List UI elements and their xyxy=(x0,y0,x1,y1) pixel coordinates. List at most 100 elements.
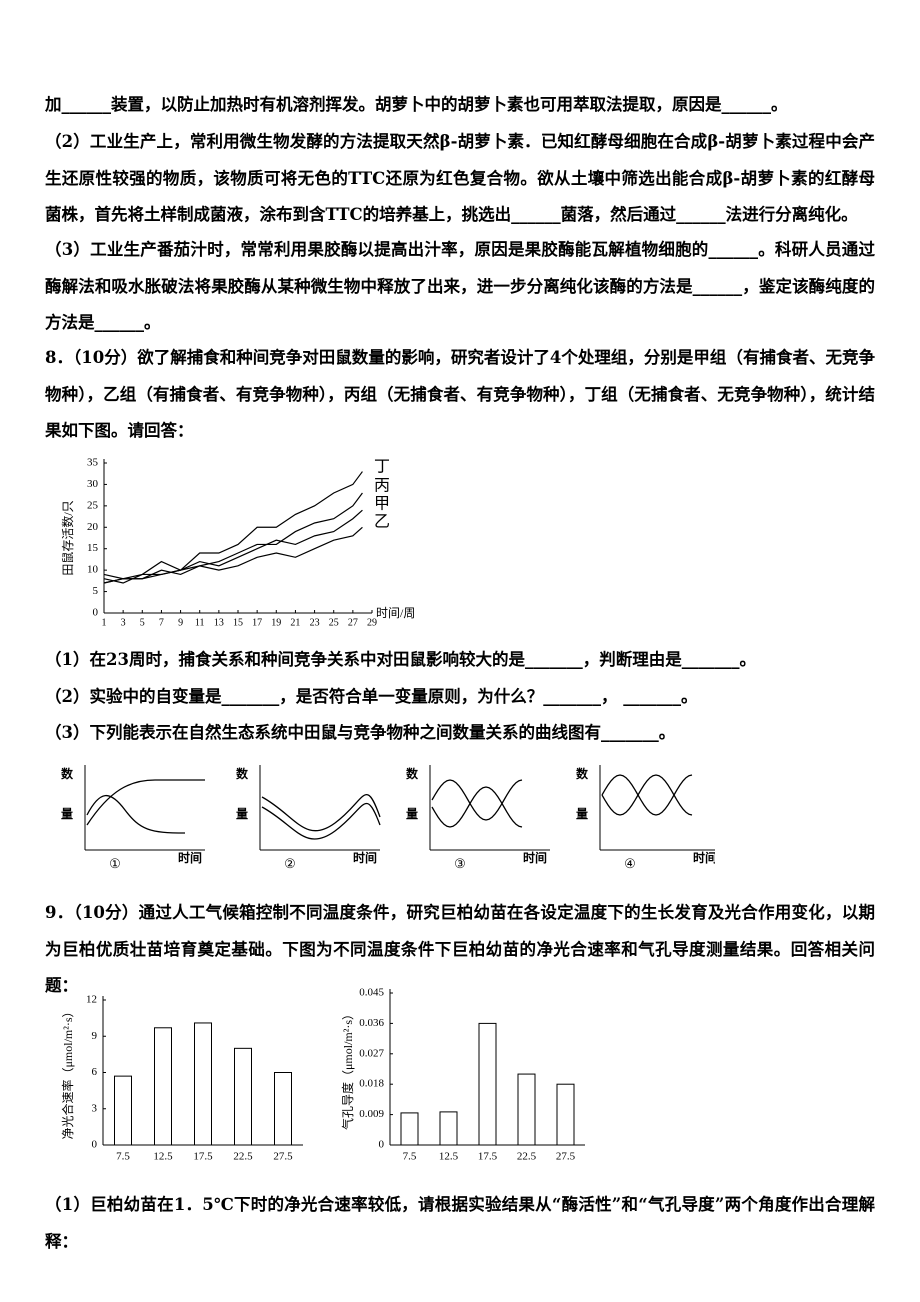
x-tick-label: 22.5 xyxy=(233,1151,253,1163)
bar xyxy=(517,1073,536,1146)
paragraph: 8．（10分）欲了解捕食和种间竞争对田鼠数量的影响，研究者设计了4个处理组，分别… xyxy=(45,348,875,440)
bar xyxy=(400,1112,419,1146)
x-tick-label: 25 xyxy=(329,617,339,628)
paragraph: 加______装置，以防止加热时有机溶剂挥发。胡萝卜中的胡萝卜素也可用萃取法提取… xyxy=(45,95,788,114)
bar xyxy=(234,1047,252,1146)
paragraph: （3）工业生产番茄汁时，常常利用果胶酶以提高出汁率，原因是果胶酶能瓦解植物细胞的… xyxy=(45,240,875,332)
x-tick-label: 13 xyxy=(214,617,224,628)
paragraph: （2）实验中的自变量是_______，是否符合单一变量原则，为什么？______… xyxy=(45,687,698,706)
y-tick-label: 20 xyxy=(87,521,99,533)
series-label: 甲 xyxy=(374,496,390,513)
bar-chart: 0 3 6 9 12 净光合速率（μmol/m²·s） 7.5 12.5 17.5 22.5 27.… xyxy=(60,994,303,1163)
x-tick-label: 27.5 xyxy=(273,1151,293,1163)
x-tick-label: 15 xyxy=(233,617,243,628)
caption: ① xyxy=(109,856,121,871)
x-tick-label: 12.5 xyxy=(153,1151,173,1163)
bar xyxy=(478,1022,497,1146)
axis-label: 数 xyxy=(236,766,249,781)
y-tick-label: 3 xyxy=(92,1102,98,1114)
y-tick-label: 0.045 xyxy=(359,987,384,999)
x-tick-label: 1 xyxy=(102,617,107,628)
axis-label: 时间 xyxy=(353,850,377,865)
y-tick-label: 0 xyxy=(93,607,99,619)
y-tick-label: 0.027 xyxy=(359,1047,384,1059)
bar xyxy=(556,1083,575,1146)
y-tick-label: 10 xyxy=(87,564,99,576)
y-tick-label: 0 xyxy=(92,1139,98,1151)
caption: ③ xyxy=(454,856,466,871)
y-tick-label: 0.018 xyxy=(359,1078,384,1090)
curve xyxy=(431,786,523,828)
bar xyxy=(154,1027,172,1146)
axis-label: 数 xyxy=(576,766,589,781)
bar-chart: 0 0.009 0.018 0.027 0.036 0.045 气孔导度（μmol/m²·s… xyxy=(340,987,585,1163)
bar xyxy=(114,1075,132,1146)
bar xyxy=(274,1072,292,1146)
curve xyxy=(86,779,205,826)
y-tick-label: 30 xyxy=(87,478,99,490)
x-tick-label: 17.5 xyxy=(478,1151,498,1163)
curve xyxy=(601,774,693,816)
line-series xyxy=(103,526,363,580)
line-series xyxy=(103,492,363,584)
x-tick-label: 29 xyxy=(367,617,377,628)
line-series xyxy=(103,471,363,584)
y-tick-label: 5 xyxy=(93,585,99,597)
axis-label: 数 xyxy=(406,766,419,781)
axis-label: 量 xyxy=(61,807,73,821)
paragraph: （1）巨柏幼苗在1．5℃下时的净光合速率较低，请根据实验结果从“酶活性”和“气孔… xyxy=(45,1195,875,1251)
paragraph: （3）下列能表示在自然生态系统中田鼠与竞争物种之间数量关系的曲线图有______… xyxy=(45,723,676,742)
x-tick-label: 17.5 xyxy=(193,1151,213,1163)
series-label: 丁 xyxy=(374,459,390,476)
bar xyxy=(194,1022,212,1146)
y-tick-label: 35 xyxy=(87,457,99,469)
x-tick-label: 3 xyxy=(121,617,126,628)
x-axis-label: 时间/周 xyxy=(376,606,415,620)
curve xyxy=(431,779,523,821)
y-axis-label: 气孔导度（μmol/m²·s） xyxy=(340,1008,355,1130)
axis-label: 量 xyxy=(236,807,248,821)
x-tick-label: 5 xyxy=(140,617,145,628)
axis-label: 量 xyxy=(576,807,588,821)
curve xyxy=(261,802,381,840)
axis-label: 时间 xyxy=(523,850,547,865)
x-tick-label: 12.5 xyxy=(439,1151,459,1163)
x-tick-label: 21 xyxy=(290,617,300,628)
x-tick-label: 17 xyxy=(252,617,262,628)
y-tick-label: 25 xyxy=(87,499,99,511)
x-tick-label: 22.5 xyxy=(517,1151,537,1163)
curve xyxy=(261,794,381,832)
series-label: 乙 xyxy=(374,514,390,531)
axis-label: 数 xyxy=(61,766,74,781)
x-tick-label: 7.5 xyxy=(116,1151,130,1163)
x-tick-label: 7.5 xyxy=(403,1151,417,1163)
y-axis-label: 田鼠存活数/只 xyxy=(60,500,75,575)
y-tick-label: 0 xyxy=(379,1139,385,1151)
bar xyxy=(439,1111,458,1146)
x-tick-label: 27.5 xyxy=(556,1151,576,1163)
curve xyxy=(601,774,693,816)
line-series xyxy=(103,509,363,584)
axis-label: 时间 xyxy=(693,850,715,865)
paragraph: （2）工业生产上，常利用微生物发酵的方法提取天然β-胡萝卜素．已知红酵母细胞在合… xyxy=(45,132,875,224)
y-tick-label: 12 xyxy=(86,994,97,1006)
axis-label: 量 xyxy=(406,807,418,821)
x-tick-label: 23 xyxy=(310,617,320,628)
x-tick-label: 27 xyxy=(348,617,358,628)
y-tick-label: 0.036 xyxy=(359,1017,384,1029)
x-tick-label: 19 xyxy=(271,617,281,628)
y-tick-label: 15 xyxy=(87,542,99,554)
curve xyxy=(86,794,186,834)
y-axis-label: 净光合速率（μmol/m²·s） xyxy=(60,1005,75,1139)
y-tick-label: 9 xyxy=(92,1030,98,1042)
y-tick-label: 0.009 xyxy=(359,1108,384,1120)
y-tick-label: 6 xyxy=(92,1066,98,1078)
series-label: 丙 xyxy=(374,478,390,495)
paragraph: 9．（10分）通过人工气候箱控制不同温度条件，研究巨柏幼苗在各设定温度下的生长发… xyxy=(45,903,875,995)
x-tick-label: 11 xyxy=(195,617,205,628)
x-tick-label: 7 xyxy=(159,617,164,628)
x-tick-label: 9 xyxy=(178,617,183,628)
